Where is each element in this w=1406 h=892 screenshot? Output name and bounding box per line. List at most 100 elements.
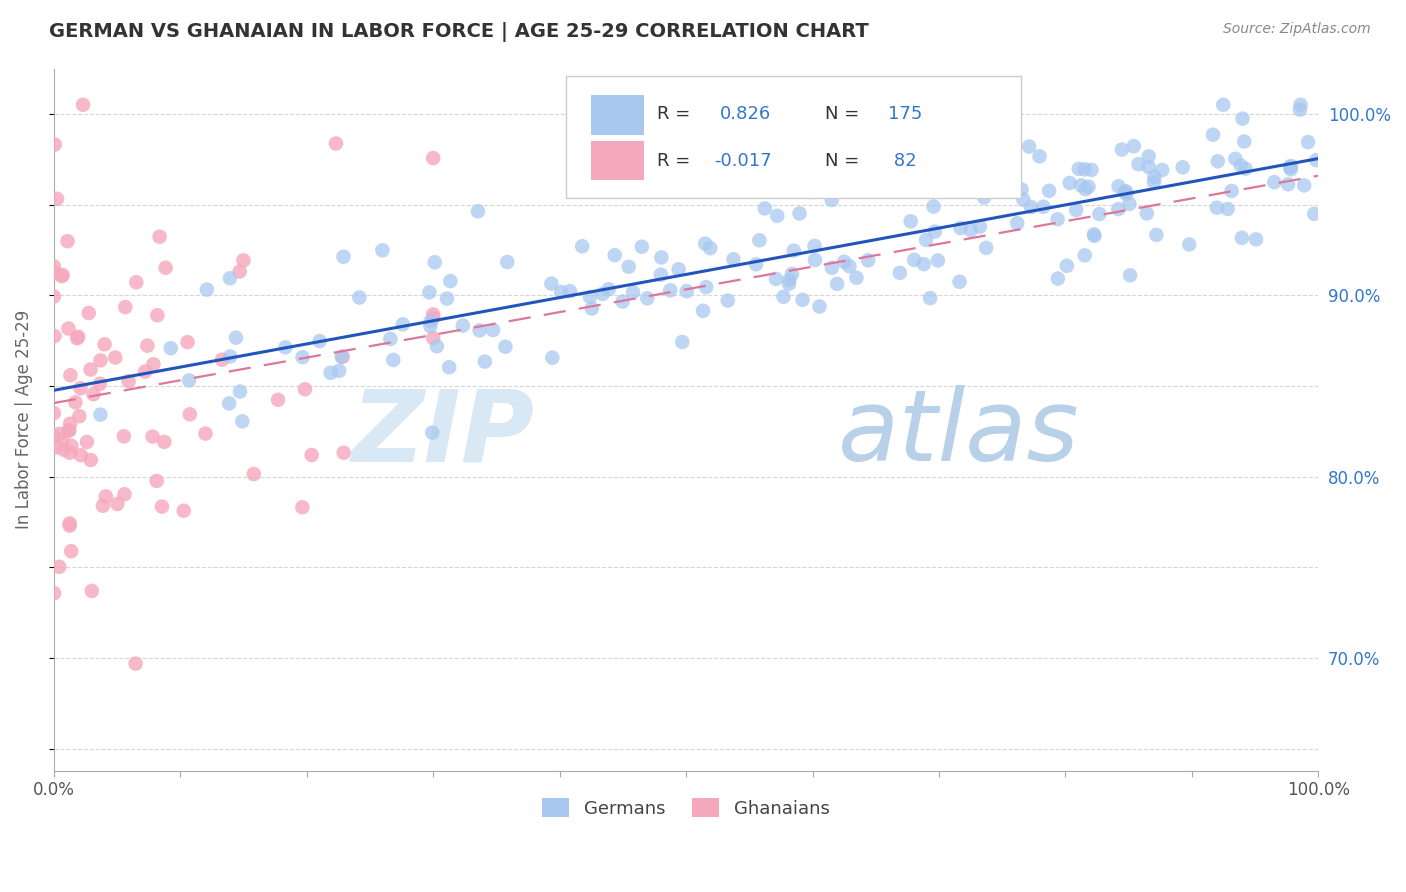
Point bbox=[419, 314, 441, 328]
Point bbox=[45, 440, 67, 454]
Point bbox=[1028, 149, 1050, 163]
Point bbox=[104, 351, 127, 365]
Point bbox=[177, 374, 200, 388]
Point bbox=[650, 268, 672, 282]
Point bbox=[52, 268, 75, 282]
Point bbox=[436, 292, 458, 306]
Point bbox=[105, 497, 128, 511]
Point bbox=[1178, 237, 1201, 252]
Point bbox=[60, 439, 83, 453]
Point bbox=[1128, 157, 1150, 171]
Point bbox=[1230, 231, 1253, 245]
Point bbox=[1046, 212, 1069, 227]
Point bbox=[1206, 154, 1229, 169]
Point bbox=[77, 306, 100, 320]
Point bbox=[920, 291, 942, 305]
Point bbox=[1144, 227, 1167, 242]
Point bbox=[420, 425, 443, 440]
Point bbox=[1056, 259, 1078, 273]
Point bbox=[76, 434, 98, 449]
Point bbox=[1277, 178, 1299, 192]
Text: 0.826: 0.826 bbox=[720, 105, 772, 123]
Point bbox=[1234, 161, 1257, 176]
Point bbox=[66, 331, 89, 345]
Point bbox=[938, 155, 960, 169]
Point bbox=[1122, 139, 1144, 153]
Point bbox=[231, 414, 253, 428]
Point bbox=[845, 270, 868, 285]
Text: N =: N = bbox=[825, 152, 859, 169]
Point bbox=[579, 290, 602, 304]
Point bbox=[59, 417, 82, 431]
Point bbox=[124, 657, 146, 671]
Point bbox=[803, 239, 825, 253]
Point bbox=[267, 392, 290, 407]
Point bbox=[783, 244, 806, 258]
Point bbox=[44, 329, 66, 343]
Point bbox=[494, 340, 516, 354]
Point bbox=[821, 193, 844, 207]
Point bbox=[973, 190, 995, 204]
Point bbox=[804, 252, 827, 267]
Point bbox=[1115, 186, 1137, 201]
Point bbox=[1083, 228, 1105, 243]
Text: Source: ZipAtlas.com: Source: ZipAtlas.com bbox=[1223, 22, 1371, 37]
Point bbox=[959, 223, 981, 237]
Point bbox=[228, 264, 250, 278]
Point bbox=[48, 559, 70, 574]
Point bbox=[1018, 139, 1040, 153]
Point bbox=[46, 192, 69, 206]
Point bbox=[636, 291, 658, 305]
Point bbox=[1171, 161, 1194, 175]
Point bbox=[44, 265, 66, 279]
Point bbox=[150, 500, 173, 514]
Point bbox=[426, 339, 449, 353]
Point bbox=[1205, 201, 1227, 215]
Point bbox=[42, 289, 65, 303]
FancyBboxPatch shape bbox=[591, 141, 644, 180]
Text: R =: R = bbox=[657, 105, 690, 123]
Point bbox=[89, 376, 111, 391]
Point bbox=[821, 260, 844, 275]
Point bbox=[915, 233, 938, 247]
Point bbox=[927, 253, 949, 268]
Point bbox=[59, 518, 82, 533]
Point bbox=[136, 338, 159, 352]
Text: -0.017: -0.017 bbox=[714, 152, 772, 169]
Point bbox=[219, 271, 242, 285]
Point bbox=[146, 308, 169, 322]
Point bbox=[332, 446, 354, 460]
Text: N =: N = bbox=[825, 105, 859, 123]
Point bbox=[59, 368, 82, 383]
Point bbox=[1225, 152, 1247, 166]
Point bbox=[437, 360, 460, 375]
Point bbox=[422, 307, 444, 321]
Point bbox=[1152, 163, 1174, 178]
Point bbox=[723, 252, 745, 267]
Point bbox=[592, 287, 614, 301]
Point bbox=[768, 169, 790, 184]
Text: GERMAN VS GHANAIAN IN LABOR FORCE | AGE 25-29 CORRELATION CHART: GERMAN VS GHANAIAN IN LABOR FORCE | AGE … bbox=[49, 22, 869, 42]
Point bbox=[1111, 143, 1133, 157]
Point bbox=[907, 172, 929, 186]
Point bbox=[80, 453, 103, 467]
Point bbox=[650, 251, 672, 265]
Point bbox=[52, 442, 75, 457]
Point bbox=[1220, 184, 1243, 198]
Point bbox=[94, 489, 117, 503]
Point bbox=[671, 334, 693, 349]
Point bbox=[423, 255, 446, 269]
Point bbox=[617, 260, 640, 274]
Point bbox=[948, 275, 970, 289]
Point bbox=[550, 285, 572, 299]
Point bbox=[581, 301, 603, 316]
Point bbox=[955, 158, 977, 172]
Point bbox=[1059, 176, 1081, 190]
Point bbox=[1080, 162, 1102, 177]
Point bbox=[349, 291, 371, 305]
FancyBboxPatch shape bbox=[567, 76, 1021, 198]
Point bbox=[439, 274, 461, 288]
Point bbox=[194, 426, 217, 441]
Point bbox=[1083, 227, 1105, 242]
Point bbox=[1032, 200, 1054, 214]
